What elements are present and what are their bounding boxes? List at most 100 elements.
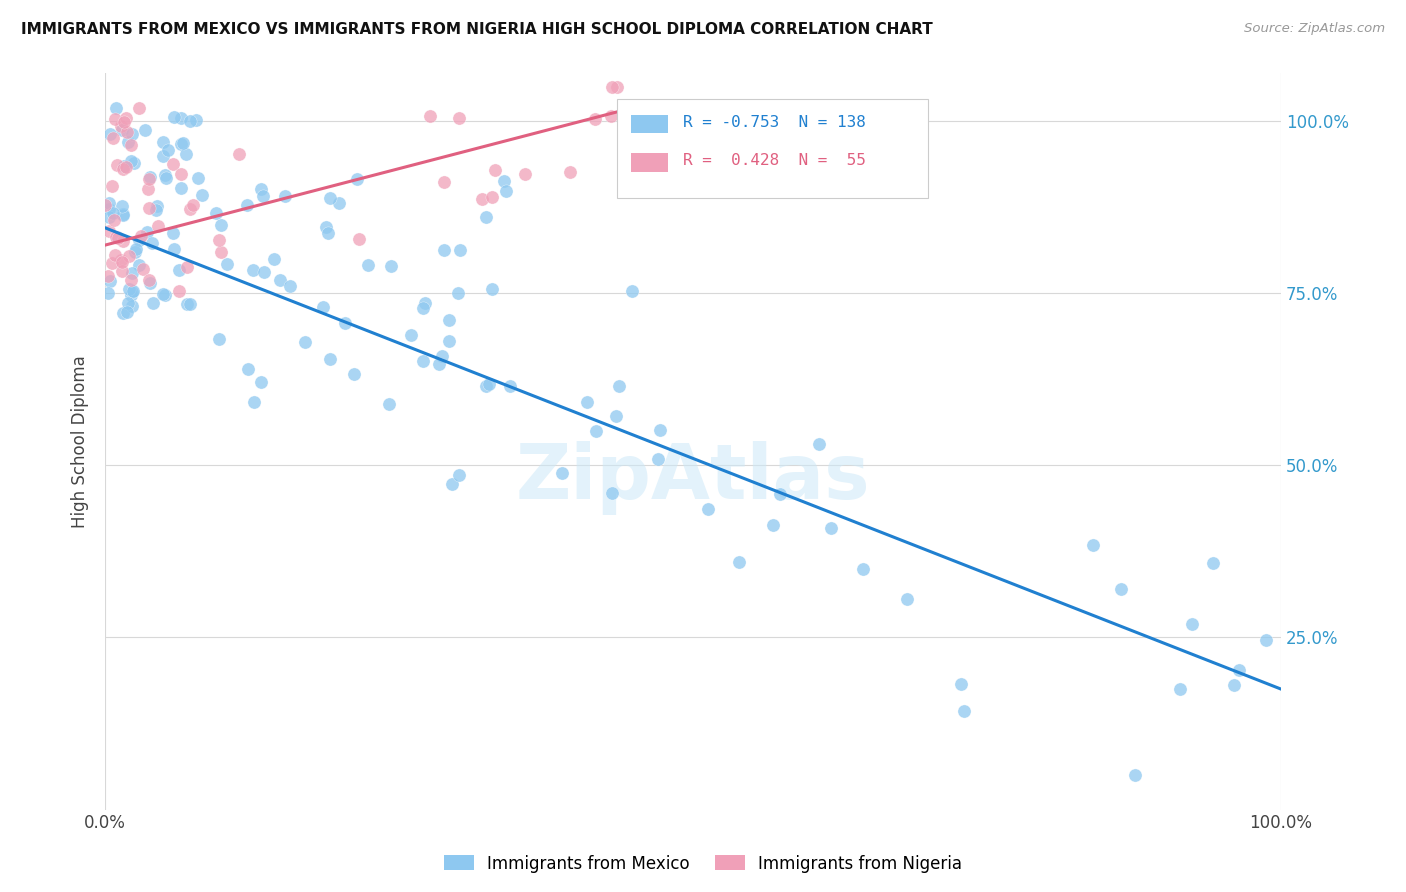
Point [111, 122, 134, 136]
Point [179, 297, 201, 311]
Point [311, 300, 333, 314]
Point [103, 131, 125, 145]
Point [606, 79, 628, 94]
Point [129, 229, 152, 244]
Point [1229, 664, 1251, 678]
Point [449, 111, 471, 125]
Point [120, 153, 142, 168]
Point [141, 236, 163, 251]
Point [208, 332, 231, 346]
Point [152, 149, 174, 163]
Point [104, 101, 127, 115]
Point [176, 297, 198, 311]
Point [208, 233, 231, 247]
Point [433, 243, 456, 257]
Point [205, 205, 228, 219]
Point [648, 423, 671, 437]
Point [209, 244, 232, 259]
Point [585, 424, 607, 438]
Point [217, 257, 239, 271]
Point [319, 191, 342, 205]
Point [117, 296, 139, 310]
Point [478, 376, 501, 391]
Text: ZipAtlas: ZipAtlas [516, 441, 870, 515]
Point [111, 209, 134, 223]
Point [167, 285, 190, 299]
Point [142, 296, 165, 310]
Point [600, 486, 623, 500]
Point [157, 143, 180, 157]
Point [447, 285, 470, 300]
Point [315, 219, 337, 234]
Point [112, 115, 135, 129]
Point [481, 282, 503, 296]
Point [120, 273, 142, 287]
Point [125, 242, 148, 256]
Text: Source: ZipAtlas.com: Source: ZipAtlas.com [1244, 22, 1385, 36]
Point [294, 334, 316, 349]
Point [620, 284, 643, 298]
Point [121, 127, 143, 141]
Point [152, 286, 174, 301]
Point [191, 187, 214, 202]
Point [179, 113, 201, 128]
Point [430, 349, 453, 363]
Point [110, 119, 132, 133]
Point [122, 284, 145, 298]
Point [163, 110, 186, 124]
Point [97, 268, 120, 283]
Point [433, 175, 456, 189]
Point [583, 112, 606, 126]
Y-axis label: High School Diploma: High School Diploma [72, 355, 89, 528]
Point [253, 264, 276, 278]
Point [278, 278, 301, 293]
Point [576, 395, 599, 409]
Point [120, 138, 142, 153]
Point [228, 147, 250, 161]
Point [170, 111, 193, 125]
Point [427, 357, 450, 371]
Point [1202, 556, 1225, 570]
Point [115, 111, 138, 125]
Point [112, 306, 135, 320]
Point [475, 379, 498, 393]
Point [762, 517, 785, 532]
Point [343, 367, 366, 381]
Point [437, 312, 460, 326]
Point [347, 231, 370, 245]
Point [852, 562, 875, 576]
Point [121, 267, 143, 281]
Point [1170, 681, 1192, 696]
Point [1222, 678, 1244, 692]
Point [112, 161, 135, 176]
Point [97, 195, 120, 210]
Text: R =  0.428  N =  55: R = 0.428 N = 55 [682, 153, 865, 168]
Point [263, 252, 285, 266]
Point [104, 248, 127, 262]
Point [380, 260, 402, 274]
Point [121, 285, 143, 299]
Point [333, 316, 356, 330]
Point [98, 128, 121, 142]
Point [98, 224, 121, 238]
Point [481, 190, 503, 204]
Point [105, 229, 128, 244]
Point [319, 352, 342, 367]
Point [153, 288, 176, 302]
Point [170, 167, 193, 181]
Point [111, 264, 134, 278]
Point [128, 102, 150, 116]
Point [181, 198, 204, 212]
Point [167, 262, 190, 277]
Point [118, 248, 141, 262]
Point [184, 113, 207, 128]
Point [1081, 538, 1104, 552]
Point [162, 227, 184, 241]
Point [728, 555, 751, 569]
FancyBboxPatch shape [617, 99, 928, 198]
Point [131, 261, 153, 276]
Point [560, 165, 582, 179]
Point [94, 198, 117, 212]
Point [152, 135, 174, 149]
Text: IMMIGRANTS FROM MEXICO VS IMMIGRANTS FROM NIGERIA HIGH SCHOOL DIPLOMA CORRELATIO: IMMIGRANTS FROM MEXICO VS IMMIGRANTS FRO… [21, 22, 932, 37]
